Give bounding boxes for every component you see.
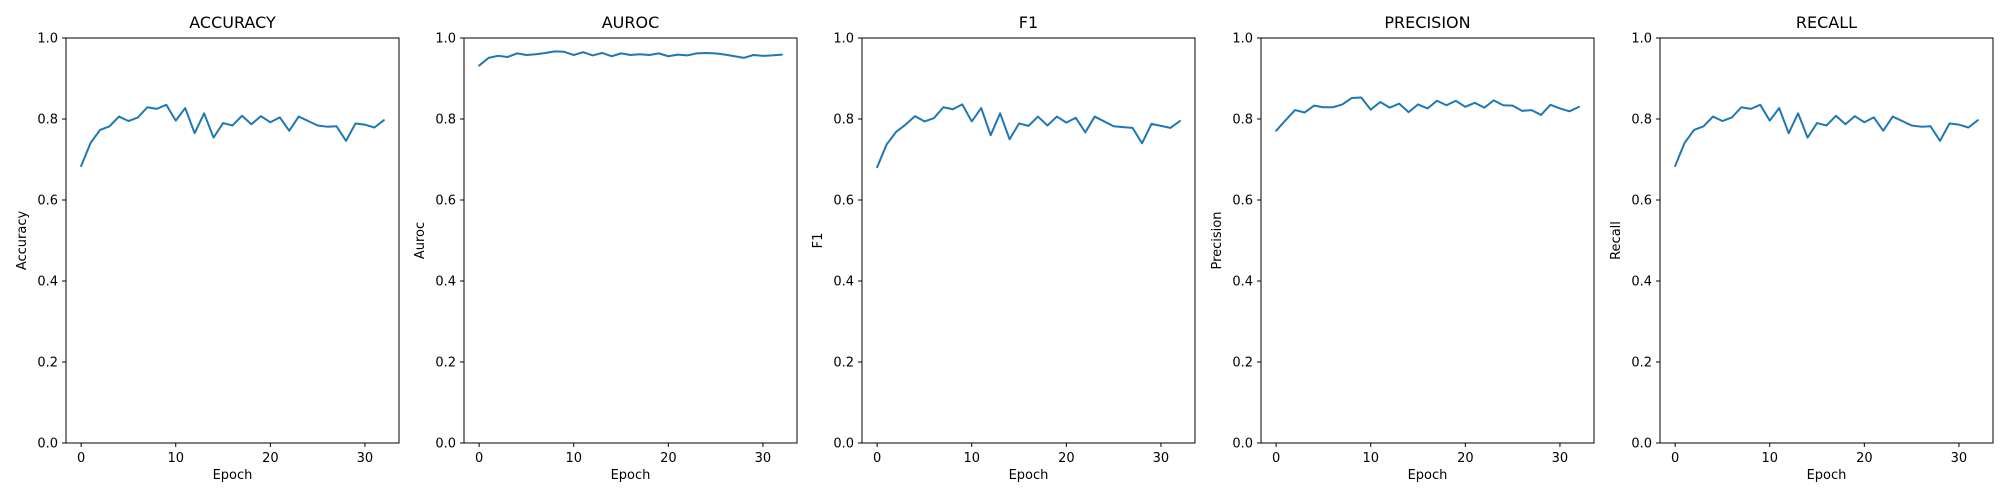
- y-tick-label: 0.8: [1631, 113, 1652, 128]
- axes-frame: [463, 37, 798, 444]
- y-tick-label: 0.8: [37, 113, 58, 128]
- y-axis-label: Recall: [1609, 221, 1624, 260]
- chart-title: F1: [1019, 13, 1038, 32]
- chart-panel-auroc: AUROC 0.0 0.2 0.4 0.6 0.8 1.0 0 10 20 30 Epoch Auroc: [413, 13, 798, 483]
- series-line-f1: [876, 103, 1181, 169]
- x-tick-label: 20: [262, 451, 279, 466]
- series-line-auroc: [478, 50, 783, 67]
- y-tick-label: 1.0: [1232, 32, 1253, 47]
- x-tick-label: 0: [475, 451, 483, 466]
- chart-panel-f1: F1 0.0 0.2 0.4 0.6 0.8 1.0 0 10 20 30 Epoch F1: [811, 13, 1196, 483]
- y-tick-label: 1.0: [1631, 32, 1652, 47]
- chart-title: AUROC: [602, 13, 660, 32]
- x-tick-label: 30: [755, 451, 772, 466]
- y-tick-label: 0.4: [37, 275, 58, 290]
- y-axis-label: Accuracy: [15, 211, 30, 271]
- x-axis-label: Epoch: [611, 468, 651, 483]
- x-axis-label: Epoch: [1408, 468, 1448, 483]
- x-tick-label: 30: [1951, 451, 1968, 466]
- y-tick-label: 0.4: [833, 275, 854, 290]
- series-line-recall: [1674, 103, 1979, 167]
- x-tick-label: 20: [660, 451, 677, 466]
- chart-title: ACCURACY: [189, 13, 276, 32]
- y-axis-label: F1: [811, 233, 826, 249]
- x-tick-label: 30: [1153, 451, 1170, 466]
- y-tick-label: 0.0: [1232, 437, 1253, 452]
- y-tick-label: 0.4: [1631, 275, 1652, 290]
- x-tick-label: 20: [1058, 451, 1075, 466]
- y-tick-label: 0.2: [435, 356, 456, 371]
- y-axis-label: Auroc: [413, 222, 428, 259]
- axes-frame: [1260, 37, 1595, 444]
- x-tick-label: 0: [77, 451, 85, 466]
- x-tick-label: 10: [167, 451, 184, 466]
- y-tick-label: 0.2: [37, 356, 58, 371]
- y-tick-label: 0.2: [833, 356, 854, 371]
- y-tick-label: 0.6: [833, 194, 854, 209]
- series-line-precision: [1275, 96, 1580, 132]
- y-tick-label: 0.2: [1631, 356, 1652, 371]
- y-tick-label: 1.0: [37, 32, 58, 47]
- x-tick-label: 10: [1761, 451, 1778, 466]
- x-axis-label: Epoch: [1807, 468, 1847, 483]
- chart-panel-recall: RECALL 0.0 0.2 0.4 0.6 0.8 1.0 0 10 20 30 Epoch Reca…: [1609, 13, 1994, 483]
- x-axis-label: Epoch: [213, 468, 253, 483]
- x-tick-label: 30: [357, 451, 374, 466]
- y-tick-label: 0.8: [435, 113, 456, 128]
- chart-title: PRECISION: [1384, 13, 1470, 32]
- axes-frame: [65, 37, 400, 444]
- x-tick-label: 0: [1671, 451, 1679, 466]
- y-tick-label: 0.0: [435, 437, 456, 452]
- y-axis-label: Precision: [1210, 211, 1225, 269]
- axes-frame: [861, 37, 1196, 444]
- x-tick-label: 20: [1457, 451, 1474, 466]
- y-tick-label: 1.0: [435, 32, 456, 47]
- y-tick-label: 0.0: [37, 437, 58, 452]
- y-tick-label: 0.6: [1232, 194, 1253, 209]
- x-tick-label: 0: [1272, 451, 1280, 466]
- x-tick-label: 10: [1362, 451, 1379, 466]
- x-tick-label: 10: [565, 451, 582, 466]
- chart-panel-accuracy: ACCURACY 0.0 0.2 0.4 0.6 0.8 1.0 0 10 20 30 Epoch Ac…: [15, 13, 400, 483]
- x-tick-label: 30: [1552, 451, 1569, 466]
- y-tick-label: 0.8: [833, 113, 854, 128]
- x-tick-label: 10: [963, 451, 980, 466]
- chart-panel-precision: PRECISION 0.0 0.2 0.4 0.6 0.8 1.0 0 10 20 30 Epoch P…: [1210, 13, 1595, 483]
- y-tick-label: 0.0: [833, 437, 854, 452]
- x-axis-label: Epoch: [1009, 468, 1049, 483]
- y-tick-label: 0.8: [1232, 113, 1253, 128]
- chart-title: RECALL: [1796, 13, 1857, 32]
- y-tick-label: 0.6: [37, 194, 58, 209]
- axes-frame: [1659, 37, 1994, 444]
- x-tick-label: 0: [873, 451, 881, 466]
- y-tick-label: 0.4: [435, 275, 456, 290]
- x-tick-label: 20: [1856, 451, 1873, 466]
- y-tick-label: 0.2: [1232, 356, 1253, 371]
- series-line-accuracy: [80, 103, 385, 167]
- y-tick-label: 0.0: [1631, 437, 1652, 452]
- y-tick-label: 0.6: [435, 194, 456, 209]
- y-tick-label: 0.4: [1232, 275, 1253, 290]
- y-tick-label: 0.6: [1631, 194, 1652, 209]
- y-tick-label: 1.0: [833, 32, 854, 47]
